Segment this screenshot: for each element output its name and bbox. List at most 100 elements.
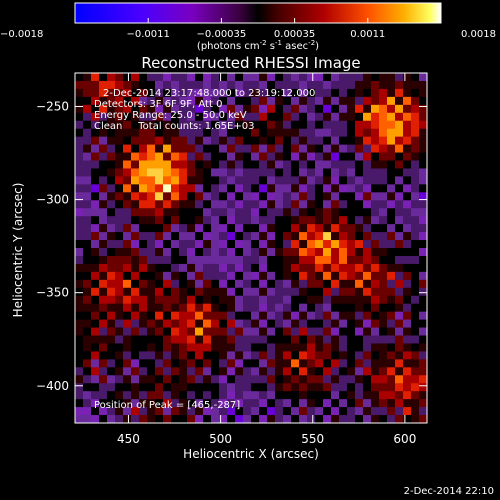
heatmap-cell (115, 232, 124, 241)
heatmap-cell (83, 287, 92, 297)
heatmap-cell (371, 176, 380, 185)
heatmap-cell (259, 112, 268, 122)
heatmap-cell (195, 240, 204, 249)
heatmap-cell (323, 375, 332, 384)
heatmap-cell (331, 303, 340, 313)
heatmap-cell (147, 295, 156, 305)
heatmap-cell (203, 73, 212, 82)
heatmap-cell (299, 248, 308, 257)
heatmap-cell (155, 383, 164, 392)
heatmap-cell (339, 303, 348, 313)
heatmap-cell (363, 104, 372, 114)
heatmap-cell (307, 208, 316, 217)
heatmap-cell (315, 359, 324, 368)
heatmap-cell (83, 152, 92, 161)
heatmap-cell (395, 216, 404, 225)
heatmap-cell (291, 240, 300, 249)
heatmap-cell (251, 399, 260, 408)
heatmap-cell (411, 263, 420, 273)
heatmap-cell (107, 96, 116, 106)
heatmap-cell (347, 319, 356, 328)
heatmap-cell (259, 232, 268, 241)
heatmap-cell (195, 192, 204, 201)
heatmap-cell (171, 383, 180, 392)
heatmap-cell (307, 240, 316, 249)
heatmap-cell (411, 144, 420, 153)
heatmap-cell (403, 287, 412, 297)
heatmap-cell (299, 216, 308, 225)
heatmap-cell (83, 144, 92, 153)
heatmap-cell (139, 375, 148, 384)
heatmap-cell (259, 327, 268, 336)
heatmap-cell (371, 327, 380, 336)
heatmap-cell (371, 367, 380, 376)
heatmap-cell (243, 311, 252, 320)
heatmap-cell (387, 383, 396, 392)
heatmap-cell (227, 367, 236, 376)
heatmap-cell (155, 96, 164, 106)
heatmap-cell (411, 240, 420, 249)
heatmap-cell (187, 399, 196, 408)
heatmap-cell (155, 359, 164, 368)
heatmap-cell (291, 343, 300, 352)
heatmap-cell (147, 73, 156, 82)
heatmap-cell (355, 263, 364, 273)
heatmap-cell (131, 311, 140, 320)
heatmap-cell (123, 327, 132, 336)
heatmap-cell (251, 168, 260, 177)
heatmap-cell (299, 112, 308, 122)
heatmap-cell (75, 152, 84, 161)
heatmap-cell (251, 240, 260, 249)
heatmap-cell (267, 216, 276, 225)
heatmap-cell (299, 176, 308, 185)
heatmap-cell (187, 335, 196, 344)
heatmap-cell (115, 104, 124, 114)
heatmap-cell (91, 415, 100, 423)
heatmap-cell (339, 200, 348, 209)
heatmap-cell (75, 295, 84, 305)
heatmap-cell (147, 375, 156, 384)
heatmap-cell (331, 216, 340, 225)
heatmap-cell (243, 271, 252, 281)
heatmap-cell (155, 168, 164, 177)
heatmap-cell (243, 248, 252, 257)
heatmap-cell (163, 88, 172, 98)
heatmap-cell (259, 263, 268, 273)
heatmap-cell (387, 88, 396, 98)
heatmap-cell (323, 279, 332, 289)
heatmap-cell (107, 248, 116, 257)
heatmap-cell (411, 335, 420, 344)
heatmap-cell (419, 80, 427, 90)
heatmap-cell (387, 367, 396, 376)
heatmap-cell (139, 80, 148, 90)
heatmap-cell (235, 216, 244, 225)
heatmap-cell (131, 335, 140, 344)
heatmap-cell (163, 415, 172, 423)
heatmap-cell (123, 192, 132, 201)
heatmap-cell (371, 152, 380, 161)
heatmap-cell (379, 303, 388, 313)
heatmap-cell (75, 224, 84, 233)
heatmap-cell (83, 104, 92, 114)
heatmap-cell (251, 184, 260, 193)
heatmap-cell (339, 287, 348, 297)
heatmap-cell (115, 335, 124, 344)
heatmap-cell (219, 176, 228, 185)
heatmap-cell (139, 224, 148, 233)
heatmap-cell (403, 407, 412, 416)
heatmap-cell (243, 319, 252, 328)
heatmap-cell (355, 168, 364, 177)
heatmap-cell (307, 152, 316, 161)
heatmap-cell (91, 367, 100, 376)
heatmap-cell (219, 255, 228, 265)
heatmap-cell (187, 263, 196, 273)
heatmap-cell (195, 407, 204, 416)
heatmap-cell (355, 152, 364, 161)
heatmap-cell (187, 200, 196, 209)
heatmap-cell (99, 216, 108, 225)
heatmap-cell (187, 128, 196, 138)
heatmap-cell (107, 415, 116, 423)
heatmap-cell (283, 160, 292, 169)
heatmap-cell (403, 415, 412, 423)
heatmap-cell (267, 367, 276, 376)
